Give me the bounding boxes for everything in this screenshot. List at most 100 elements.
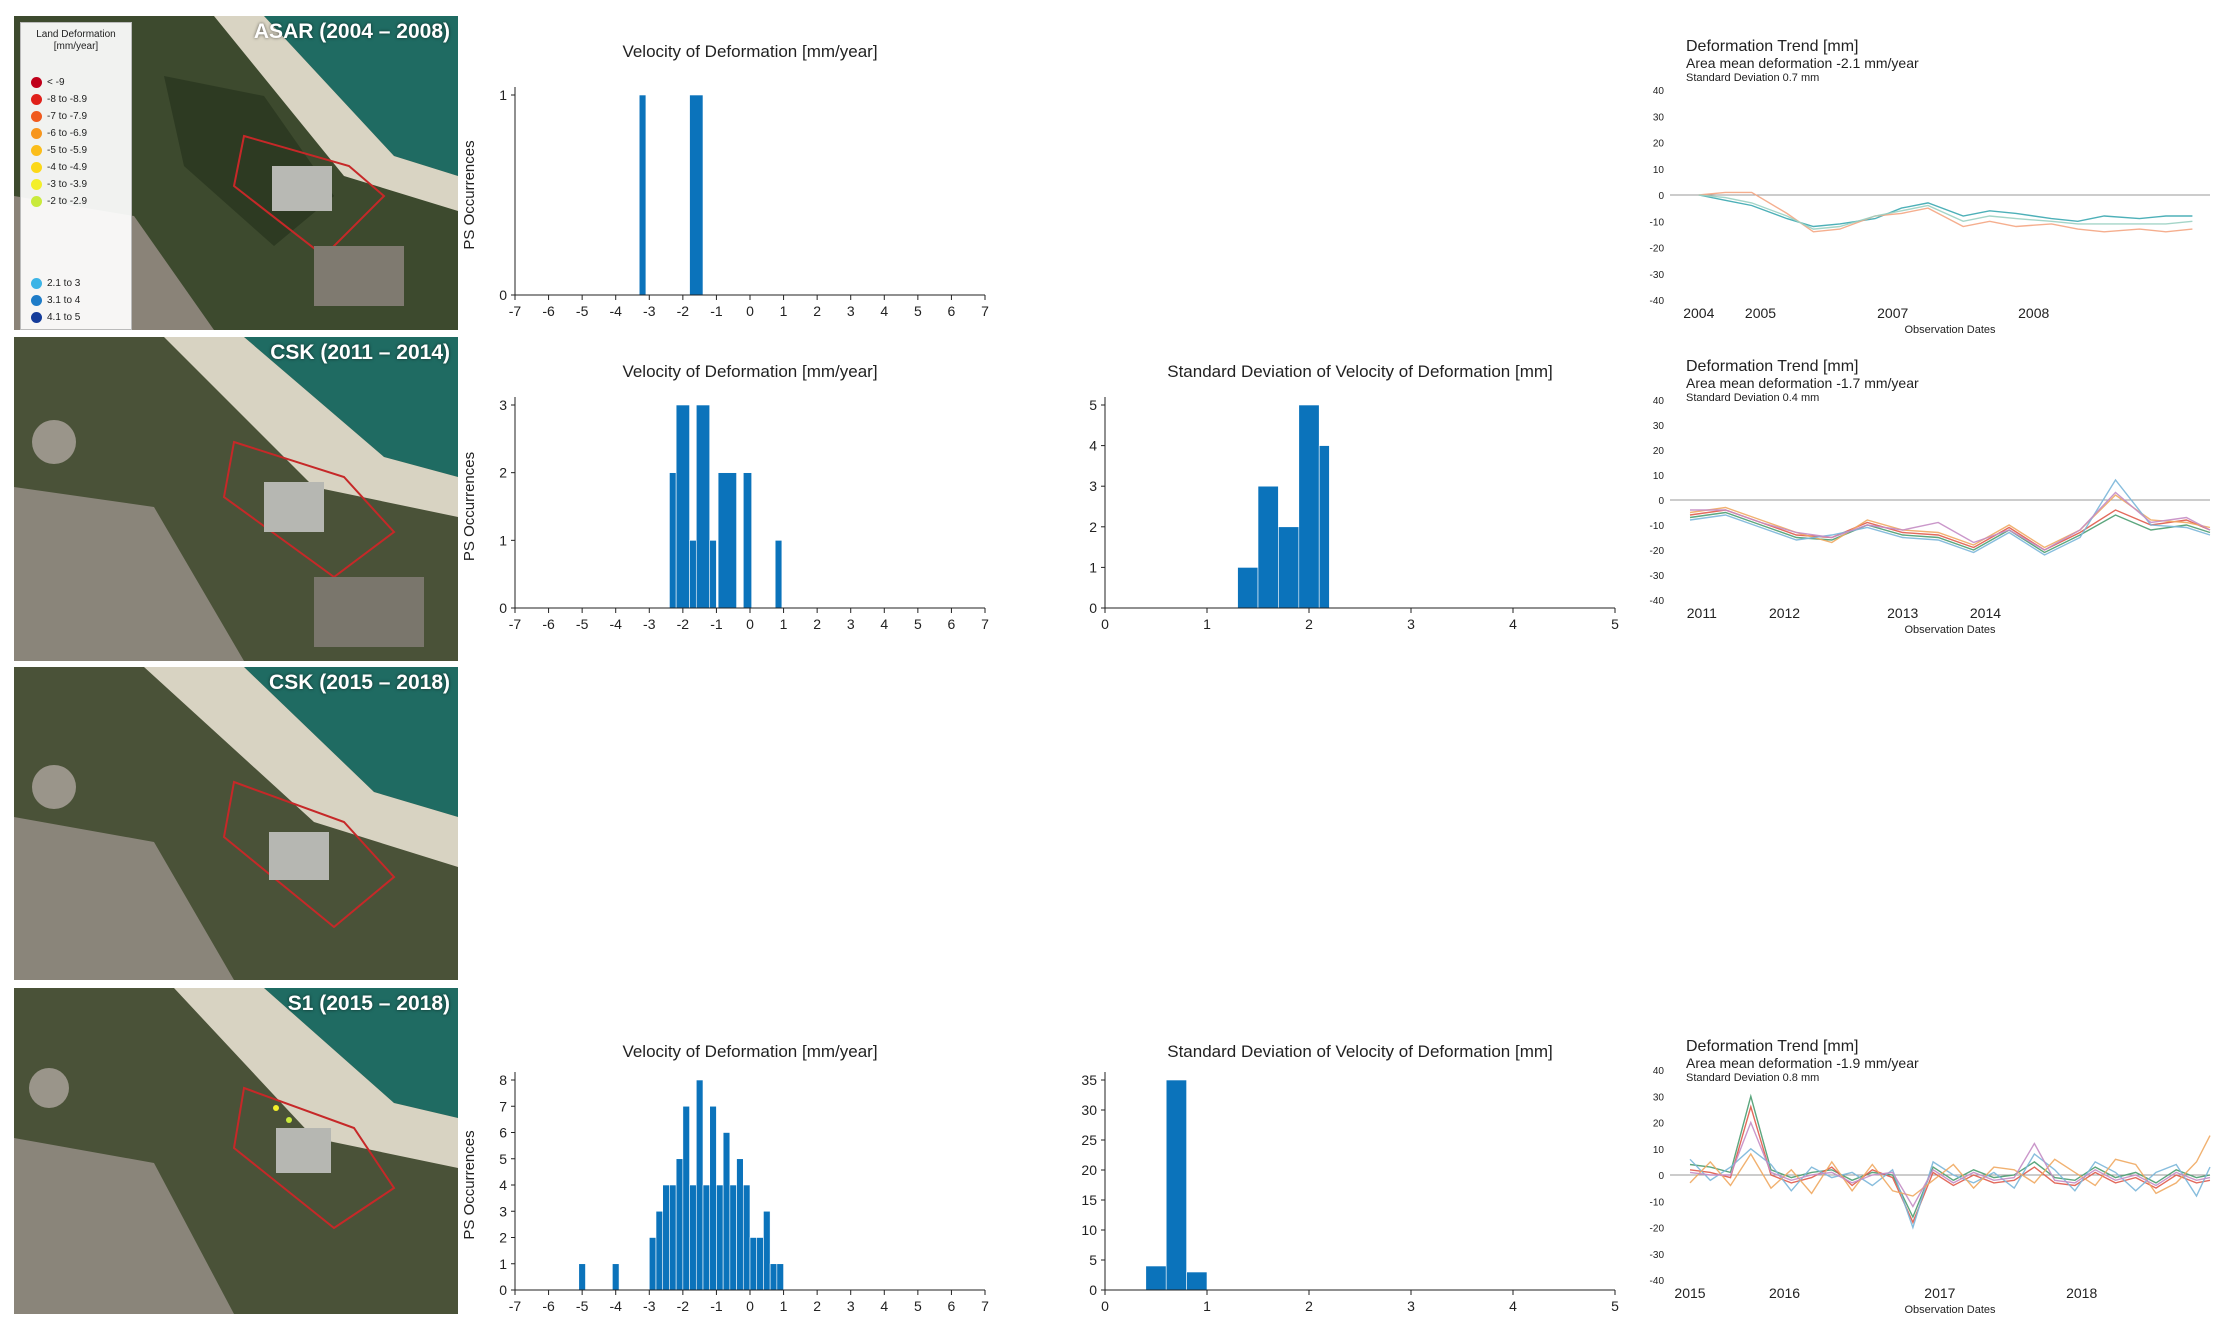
histogram-bar bbox=[638, 94, 647, 296]
histogram-bar bbox=[709, 1105, 717, 1291]
legend-label: < -9 bbox=[47, 76, 65, 88]
legend-item: -3 to -3.9 bbox=[31, 177, 87, 191]
y-tick-label: 1 bbox=[499, 532, 507, 548]
histogram-bar bbox=[709, 540, 717, 609]
x-tick-label: 3 bbox=[847, 1298, 855, 1314]
aerial-map-image bbox=[14, 667, 458, 980]
x-tick-label: 4 bbox=[1509, 616, 1517, 632]
x-tick-label: -7 bbox=[509, 616, 522, 632]
histogram-bar bbox=[655, 1210, 664, 1291]
x-tick-label: -5 bbox=[576, 616, 589, 632]
map-panel-csk-2015-2018: CSK (2015 – 2018) bbox=[14, 667, 458, 980]
legend-dot-icon bbox=[31, 93, 42, 105]
x-tick-label: 2011 bbox=[1687, 605, 1717, 621]
trend-series-line bbox=[1689, 509, 2211, 551]
x-tick-label: 2017 bbox=[1924, 1285, 1955, 1301]
x-tick-label: -1 bbox=[710, 1298, 723, 1314]
x-tick-label: -5 bbox=[576, 303, 589, 319]
legend-item: -8 to -8.9 bbox=[31, 92, 87, 106]
y-tick-label: 5 bbox=[1089, 397, 1097, 413]
x-tick-label: 5 bbox=[1611, 616, 1619, 632]
x-tick-label: 3 bbox=[847, 303, 855, 319]
histogram-bar bbox=[1145, 1265, 1167, 1291]
histogram-bar bbox=[756, 1237, 764, 1291]
y-tick-label: 40 bbox=[1653, 396, 1665, 407]
histogram-bar bbox=[675, 1158, 684, 1291]
x-tick-label: 2007 bbox=[1877, 305, 1908, 321]
histogram-bar bbox=[648, 1237, 657, 1291]
y-tick-label: -30 bbox=[1650, 1250, 1665, 1261]
s1-deformation-trend-chart: Deformation Trend [mm]Area mean deformat… bbox=[1650, 1038, 2211, 1316]
histogram-bar bbox=[749, 1237, 758, 1291]
x-tick-label: 1 bbox=[780, 616, 788, 632]
x-tick-label: 4 bbox=[1509, 1298, 1517, 1314]
x-tick-label: 0 bbox=[746, 616, 754, 632]
x-axis-label: Observation Dates bbox=[1904, 324, 1996, 336]
legend-dot-icon bbox=[31, 311, 42, 323]
y-tick-label: 1 bbox=[499, 87, 507, 103]
y-tick-label: 1 bbox=[499, 1256, 507, 1272]
trend-series-line bbox=[1689, 511, 2211, 554]
y-tick-label: 0 bbox=[1658, 1171, 1664, 1182]
y-axis-label: PS Occurrences bbox=[461, 1130, 478, 1239]
legend-dot-icon bbox=[31, 178, 42, 190]
x-tick-label: 2005 bbox=[1745, 305, 1776, 321]
legend-dot-icon bbox=[31, 161, 42, 173]
x-axis-label: Observation Dates bbox=[1904, 1304, 1996, 1316]
x-tick-label: 2 bbox=[813, 303, 821, 319]
x-tick-label: 7 bbox=[981, 303, 989, 319]
legend-label: -3 to -3.9 bbox=[47, 178, 88, 190]
histogram-bar bbox=[675, 404, 690, 609]
trend-series-line bbox=[1698, 194, 2193, 228]
chart-title: Deformation Trend [mm] bbox=[1686, 358, 1859, 375]
trend-series-line bbox=[1690, 491, 2211, 551]
histogram-bar bbox=[742, 1184, 751, 1291]
histogram-bar bbox=[612, 1263, 620, 1291]
y-tick-label: 5 bbox=[499, 1151, 507, 1167]
trend-series-line bbox=[1698, 194, 2193, 230]
map-title: ASAR (2004 – 2008) bbox=[253, 20, 450, 43]
x-tick-label: 2016 bbox=[1769, 1285, 1800, 1301]
chart-title: Deformation Trend [mm] bbox=[1686, 1038, 1859, 1055]
x-tick-label: 2 bbox=[813, 616, 821, 632]
trend-series-line bbox=[1689, 478, 2211, 556]
legend-label: 4.1 to 5 bbox=[47, 311, 81, 323]
legend-item: -6 to -6.9 bbox=[31, 126, 87, 140]
x-tick-label: 4 bbox=[880, 303, 888, 319]
legend-item: -7 to -7.9 bbox=[31, 109, 87, 123]
standard-deviation-label: Standard Deviation 0.8 mm bbox=[1686, 1072, 1819, 1084]
y-tick-label: 15 bbox=[1081, 1192, 1097, 1208]
x-tick-label: -4 bbox=[609, 616, 622, 632]
histogram-bar bbox=[1298, 404, 1320, 609]
x-tick-label: 6 bbox=[948, 616, 956, 632]
y-tick-label: 2 bbox=[1089, 519, 1097, 535]
legend-item: 3.1 to 4 bbox=[31, 293, 80, 307]
histogram-bar bbox=[689, 1184, 697, 1291]
legend-item: 2.1 to 3 bbox=[31, 276, 80, 290]
x-tick-label: 2008 bbox=[2018, 305, 2049, 321]
x-tick-label: 5 bbox=[914, 616, 922, 632]
y-tick-label: -40 bbox=[1650, 596, 1665, 607]
trend-series-line bbox=[1689, 1104, 2211, 1225]
histogram-bar bbox=[1186, 1271, 1208, 1291]
histogram-bar bbox=[722, 1132, 731, 1291]
x-tick-label: -7 bbox=[509, 1298, 522, 1314]
y-tick-label: -20 bbox=[1650, 1224, 1665, 1235]
standard-deviation-label: Standard Deviation 0.7 mm bbox=[1686, 72, 1819, 84]
s1-stddev-histogram: Standard Deviation of Velocity of Deform… bbox=[1081, 1042, 1619, 1314]
y-tick-label: -30 bbox=[1650, 270, 1665, 281]
x-tick-label: -6 bbox=[542, 303, 555, 319]
y-tick-label: 2 bbox=[499, 465, 507, 481]
y-tick-label: 20 bbox=[1653, 139, 1665, 150]
y-tick-label: 25 bbox=[1081, 1132, 1097, 1148]
chart-title: Velocity of Deformation [mm/year] bbox=[622, 1042, 877, 1061]
legend-item: -4 to -4.9 bbox=[31, 160, 87, 174]
histogram-bar bbox=[1318, 445, 1330, 609]
histogram-bar bbox=[1257, 485, 1279, 609]
legend-item: -2 to -2.9 bbox=[31, 194, 87, 208]
chart-title: Deformation Trend [mm] bbox=[1686, 38, 1859, 55]
y-tick-label: 30 bbox=[1653, 1092, 1665, 1103]
histogram-bar bbox=[776, 1263, 784, 1291]
aerial-map-image bbox=[14, 337, 458, 661]
y-tick-label: -20 bbox=[1650, 244, 1665, 255]
